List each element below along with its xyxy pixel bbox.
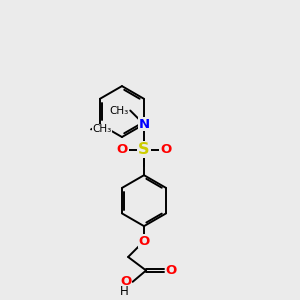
Text: O: O <box>138 235 150 248</box>
Text: H: H <box>120 285 129 298</box>
Text: S: S <box>138 142 150 157</box>
Text: CH₃: CH₃ <box>93 124 112 134</box>
Text: O: O <box>120 275 131 288</box>
Text: O: O <box>160 143 171 156</box>
Text: N: N <box>138 118 150 131</box>
Text: O: O <box>166 264 177 277</box>
Text: O: O <box>117 143 128 156</box>
Text: CH₃: CH₃ <box>110 106 129 116</box>
